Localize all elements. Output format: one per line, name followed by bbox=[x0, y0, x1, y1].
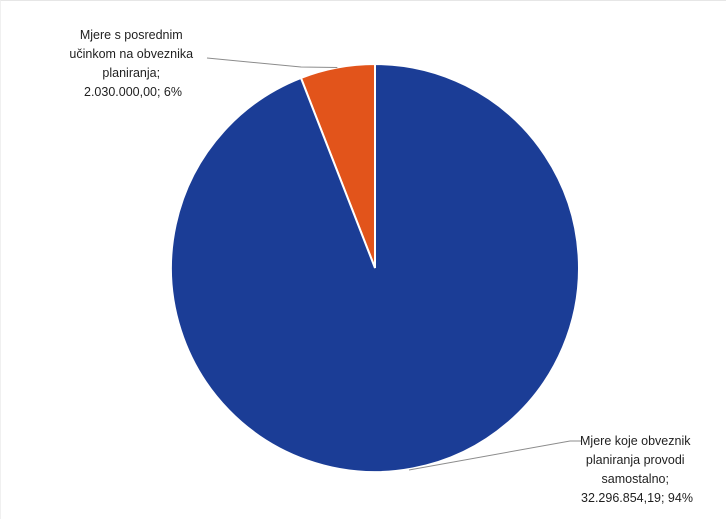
slice-label-independent-line-1: Mjere koje obveznik bbox=[580, 434, 691, 448]
slice-label-independent-measures: Mjere koje obveznik planiranja provodi s… bbox=[580, 434, 694, 505]
slice-label-independent-line-4: 32.296.854,19; 94% bbox=[581, 491, 693, 505]
slice-label-indirect-line-4: 2.030.000,00; 6% bbox=[84, 85, 182, 99]
slice-label-indirect-line-3: planiranja; bbox=[102, 66, 160, 80]
slice-label-indirect-line-1: Mjere s posrednim bbox=[80, 28, 183, 42]
leader-line-indirect-measures bbox=[206, 57, 338, 69]
slice-label-independent-line-3: samostalno; bbox=[602, 472, 669, 486]
leader-line-independent-measures bbox=[408, 440, 581, 471]
pie-slices bbox=[170, 62, 580, 473]
slice-label-independent-line-2: planiranja provodi bbox=[586, 453, 685, 467]
slice-label-indirect-line-2: učinkom na obveznika bbox=[69, 47, 193, 61]
pie-slice-independent-measures bbox=[170, 62, 580, 473]
leader-lines bbox=[206, 57, 581, 471]
slice-label-indirect-measures: Mjere s posrednim učinkom na obveznika p… bbox=[69, 28, 196, 99]
